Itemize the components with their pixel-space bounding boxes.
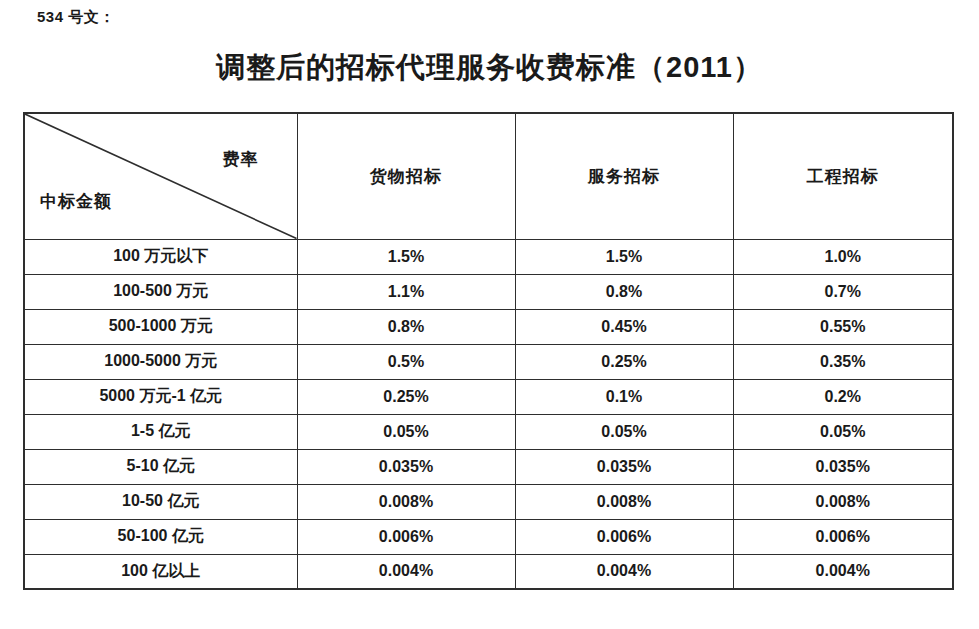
rate-cell: 0.7% [733,274,953,309]
rate-cell: 0.008% [297,484,515,519]
rate-cell: 0.006% [297,519,515,554]
rate-cell: 0.25% [515,344,733,379]
table-row: 100-500 万元1.1%0.8%0.7% [24,274,953,309]
rate-cell: 0.8% [297,309,515,344]
rate-cell: 0.8% [515,274,733,309]
rate-cell: 0.2% [733,379,953,414]
rate-cell: 0.006% [733,519,953,554]
rate-cell: 0.05% [297,414,515,449]
rate-cell: 1.5% [515,239,733,274]
diagonal-header-cell: 费率 中标金额 [24,113,297,239]
rate-cell: 0.035% [297,449,515,484]
rate-cell: 0.05% [733,414,953,449]
header-row: 费率 中标金额 货物招标 服务招标 工程招标 [24,113,953,239]
rate-cell: 0.006% [515,519,733,554]
rate-cell: 0.008% [515,484,733,519]
table-row: 100 亿以上0.004%0.004%0.004% [24,554,953,589]
rate-cell: 0.008% [733,484,953,519]
amount-cell: 100 亿以上 [24,554,297,589]
amount-cell: 1-5 亿元 [24,414,297,449]
rate-cell: 0.25% [297,379,515,414]
amount-cell: 100-500 万元 [24,274,297,309]
diagonal-line [25,114,297,239]
rate-cell: 0.35% [733,344,953,379]
column-header-services: 服务招标 [515,113,733,239]
amount-cell: 1000-5000 万元 [24,344,297,379]
rate-cell: 0.45% [515,309,733,344]
corner-rate-label: 费率 [223,148,259,171]
rate-cell: 0.035% [515,449,733,484]
column-header-goods: 货物招标 [297,113,515,239]
column-header-engineering: 工程招标 [733,113,953,239]
table-row: 10-50 亿元0.008%0.008%0.008% [24,484,953,519]
amount-cell: 500-1000 万元 [24,309,297,344]
rate-cell: 1.1% [297,274,515,309]
rate-cell: 0.5% [297,344,515,379]
rate-cell: 0.05% [515,414,733,449]
fee-rate-table: 费率 中标金额 货物招标 服务招标 工程招标 100 万元以下1.5%1.5%1… [23,112,954,590]
table-row: 500-1000 万元0.8%0.45%0.55% [24,309,953,344]
table-row: 5000 万元-1 亿元0.25%0.1%0.2% [24,379,953,414]
amount-cell: 5-10 亿元 [24,449,297,484]
rate-cell: 0.55% [733,309,953,344]
amount-cell: 10-50 亿元 [24,484,297,519]
rate-cell: 0.004% [515,554,733,589]
rate-cell: 1.0% [733,239,953,274]
rate-cell: 1.5% [297,239,515,274]
rate-cell: 0.004% [733,554,953,589]
table-row: 1000-5000 万元0.5%0.25%0.35% [24,344,953,379]
table-body: 100 万元以下1.5%1.5%1.0%100-500 万元1.1%0.8%0.… [24,239,953,589]
table-row: 5-10 亿元0.035%0.035%0.035% [24,449,953,484]
table-row: 100 万元以下1.5%1.5%1.0% [24,239,953,274]
table-row: 1-5 亿元0.05%0.05%0.05% [24,414,953,449]
amount-cell: 50-100 亿元 [24,519,297,554]
rate-cell: 0.1% [515,379,733,414]
page-title: 调整后的招标代理服务收费标准（2011） [0,48,979,88]
amount-cell: 5000 万元-1 亿元 [24,379,297,414]
amount-cell: 100 万元以下 [24,239,297,274]
rate-cell: 0.035% [733,449,953,484]
doc-number-label: 534 号文： [37,8,115,27]
rate-cell: 0.004% [297,554,515,589]
table-row: 50-100 亿元0.006%0.006%0.006% [24,519,953,554]
corner-amount-label: 中标金额 [40,190,112,213]
